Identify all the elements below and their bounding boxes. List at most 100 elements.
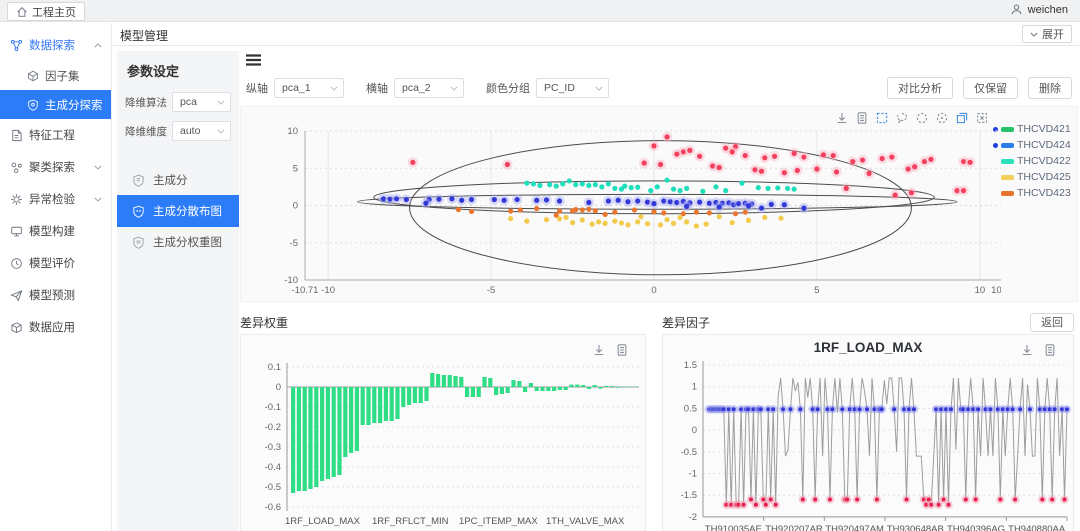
- chevron-up-icon: [94, 42, 102, 48]
- data-view-icon[interactable]: [615, 343, 629, 357]
- parameter-panel-title: 参数设定: [127, 64, 180, 79]
- dimension-label: 降维维度: [125, 125, 167, 138]
- sidebar-item-data-exploration[interactable]: 数据探索: [0, 29, 111, 61]
- weights-panel: 0.1 0 -0.1 -0.2 -0.3 -0.4 -0.5 -0.6 1RF_LOAD_MAX…: [240, 334, 646, 531]
- download-icon[interactable]: [835, 111, 849, 125]
- circle-select-icon[interactable]: [915, 111, 929, 125]
- user-icon: [1010, 3, 1023, 16]
- topbar: 工程主页 weichen: [0, 0, 1080, 22]
- svg-text:TH920207AR: TH920207AR: [765, 524, 823, 531]
- svg-text:TH930648AB: TH930648AB: [887, 524, 944, 531]
- legend-item[interactable]: THCVD422: [993, 153, 1072, 169]
- monitor-icon: [10, 225, 23, 238]
- reset-icon[interactable]: [975, 111, 989, 125]
- cube-icon: [27, 70, 39, 82]
- scatter-legend: THCVD421 THCVD424 THCVD422 THCVD425 THCV…: [993, 121, 1072, 201]
- subnav-item-principal-components[interactable]: 主成分: [117, 165, 239, 195]
- expand-button[interactable]: 展开: [1022, 25, 1072, 43]
- svg-text:TH940396AG: TH940396AG: [947, 524, 1005, 531]
- legend-item[interactable]: THCVD423: [993, 185, 1072, 201]
- svg-text:0.1: 0.1: [268, 362, 281, 373]
- svg-text:TH920497AM: TH920497AM: [825, 524, 884, 531]
- svg-text:-0.2: -0.2: [265, 422, 281, 433]
- data-view-icon[interactable]: [1043, 343, 1057, 357]
- sidebar-item-pca-exploration[interactable]: 主成分探索: [0, 90, 111, 119]
- sidebar-item-feature-engineering[interactable]: 特征工程: [0, 119, 111, 151]
- gear-icon: [10, 193, 23, 206]
- color-group-select[interactable]: PC_ID: [536, 78, 609, 98]
- factor-chart-title: 1RF_LOAD_MAX: [813, 340, 923, 355]
- menu-icon[interactable]: [246, 53, 261, 71]
- svg-text:-10: -10: [284, 275, 298, 286]
- sidebar-item-model-evaluation[interactable]: 模型评价: [0, 247, 111, 279]
- svg-text:-1: -1: [689, 469, 697, 480]
- svg-text:TH910035AE: TH910035AE: [705, 524, 762, 531]
- dimension-select[interactable]: auto: [172, 121, 231, 141]
- svg-text:-5: -5: [290, 238, 298, 249]
- compare-analysis-button[interactable]: 对比分析: [887, 77, 953, 99]
- sidebar-item-cluster-exploration[interactable]: 聚类探索: [0, 151, 111, 183]
- legend-item[interactable]: THCVD421: [993, 121, 1072, 137]
- svg-text:-0.4: -0.4: [265, 462, 281, 473]
- svg-text:0: 0: [692, 425, 697, 436]
- circle-clear-icon[interactable]: [935, 111, 949, 125]
- delete-button[interactable]: 删除: [1028, 77, 1072, 99]
- svg-text:10.71: 10.71: [991, 285, 1001, 296]
- factor-section-title: 差异因子: [662, 315, 711, 330]
- factor-panel: 1RF_LOAD_MAX 1.5 1 0.5 0 -0.5 -1 -1.5 -2 TH91003…: [662, 334, 1074, 531]
- legend-marker: [1001, 158, 1014, 164]
- svg-text:-0.5: -0.5: [265, 482, 281, 493]
- selected-dot-icon: [993, 126, 998, 132]
- svg-text:-0.5: -0.5: [681, 447, 697, 458]
- legend-item[interactable]: THCVD424: [993, 137, 1072, 153]
- sidebar-item-anomaly-detection[interactable]: 异常检验: [0, 183, 111, 215]
- paper-plane-icon: [10, 289, 23, 302]
- sidebar-item-factor-set[interactable]: 因子集: [0, 61, 111, 90]
- sidebar-item-model-building[interactable]: 模型构建: [0, 215, 111, 247]
- svg-text:-5: -5: [487, 285, 495, 296]
- sidebar-item-data-application[interactable]: 数据应用: [0, 311, 111, 343]
- svg-text:-10: -10: [321, 285, 335, 296]
- chevron-down-icon: [94, 165, 102, 170]
- pca-scatter-chart[interactable]: -10.71-10 -5 0 5 10 10.71 10 5 0 -5 -10: [241, 107, 1001, 301]
- factor-line-chart[interactable]: 1.5 1 0.5 0 -0.5 -1 -1.5 -2 TH910035AE TH920207AR…: [663, 335, 1075, 531]
- svg-text:0: 0: [276, 382, 281, 393]
- project-home-tab[interactable]: 工程主页: [7, 2, 85, 21]
- chevron-down-icon: [595, 86, 603, 91]
- shield-icon: [132, 174, 145, 187]
- content-area: 纵轴 pca_1 横轴 pca_2 颜色分组 PC_ID: [239, 46, 1080, 531]
- svg-text:0: 0: [293, 201, 298, 212]
- file-icon: [10, 129, 23, 142]
- subnav-item-pca-weights[interactable]: 主成分权重图: [117, 227, 239, 257]
- svg-text:5: 5: [814, 285, 819, 296]
- svg-text:10: 10: [975, 285, 986, 296]
- x-axis-select[interactable]: pca_2: [394, 78, 464, 98]
- lasso-select-icon[interactable]: [895, 111, 909, 125]
- data-view-icon[interactable]: [855, 111, 869, 125]
- algorithm-select[interactable]: pca: [172, 92, 231, 112]
- sidebar-item-model-prediction[interactable]: 模型预测: [0, 279, 111, 311]
- svg-text:1RF_RFLCT_MIN: 1RF_RFLCT_MIN: [372, 516, 449, 527]
- chevron-down-icon: [450, 86, 458, 91]
- legend-item[interactable]: THCVD425: [993, 169, 1072, 185]
- weights-bar-chart[interactable]: 0.1 0 -0.1 -0.2 -0.3 -0.4 -0.5 -0.6 1RF_LOAD_MAX…: [241, 335, 645, 531]
- box-select-icon[interactable]: [875, 111, 889, 125]
- restore-icon[interactable]: [955, 111, 969, 125]
- pca-scatter-panel: THCVD421 THCVD424 THCVD422 THCVD425 THCV…: [240, 106, 1078, 302]
- legend-marker: [1001, 190, 1014, 196]
- svg-text:1TH_VALVE_MAX: 1TH_VALVE_MAX: [546, 516, 625, 527]
- svg-text:-2: -2: [689, 512, 697, 523]
- nodes-icon: [10, 39, 23, 52]
- chevron-down-icon: [217, 129, 225, 134]
- subnav-item-pca-scatter[interactable]: 主成分散布图: [117, 195, 239, 227]
- user-menu[interactable]: weichen: [1010, 3, 1068, 16]
- download-icon[interactable]: [1020, 343, 1034, 357]
- y-axis-select[interactable]: pca_1: [274, 78, 344, 98]
- back-button[interactable]: 返回: [1030, 312, 1074, 332]
- keep-only-button[interactable]: 仅保留: [963, 77, 1018, 99]
- weights-toolbar: [592, 343, 629, 357]
- color-group-label: 颜色分组: [486, 83, 530, 95]
- svg-text:-0.3: -0.3: [265, 442, 281, 453]
- download-icon[interactable]: [592, 343, 606, 357]
